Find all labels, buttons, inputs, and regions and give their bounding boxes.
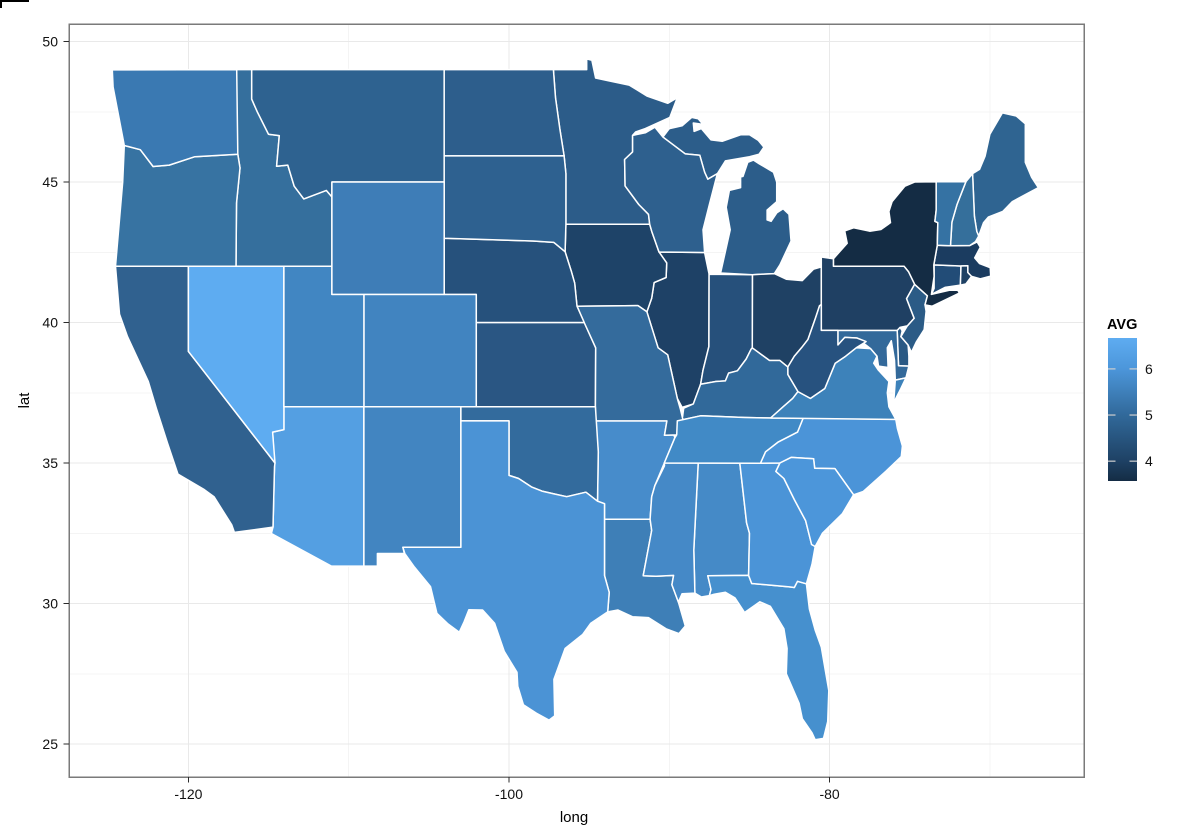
legend-tick-label-6: 6	[1145, 361, 1153, 377]
x-tick-label--100: -100	[495, 786, 523, 802]
state-maine	[971, 112, 1040, 237]
state-oregon	[114, 144, 241, 268]
state-wyoming	[331, 181, 445, 296]
state-pennsylvania	[820, 256, 916, 332]
state-virginia	[769, 347, 897, 421]
screenshot-edge-artifact-left	[0, 0, 2, 8]
y-tick-label-35: 35	[42, 455, 58, 471]
state-arizona	[270, 406, 365, 567]
legend-tick-label-4: 4	[1145, 453, 1153, 469]
state-south-dakota	[443, 155, 567, 253]
state-colorado	[363, 293, 478, 408]
state-vermont	[934, 180, 967, 247]
y-tick-label-45: 45	[42, 174, 58, 190]
state-west-virginia	[787, 303, 867, 400]
y-axis: 25 30 35 40 45 50	[42, 34, 69, 752]
plot-panel	[68, 23, 1085, 778]
legend-gradient-bar	[1108, 338, 1137, 481]
x-axis-title: long	[560, 809, 588, 826]
state-florida	[707, 574, 830, 741]
x-tick-label--80: -80	[819, 786, 839, 802]
legend-avg: AVG 6 5 4	[1107, 317, 1153, 481]
state-south-carolina	[775, 456, 855, 548]
state-wisconsin	[623, 126, 719, 254]
state-texas	[402, 420, 610, 721]
y-tick-label-30: 30	[42, 596, 58, 612]
legend-title: AVG	[1107, 317, 1137, 333]
legend-ticks: 6 5 4	[1108, 361, 1153, 469]
state-virginia-part2	[892, 377, 907, 404]
us-states-map	[111, 58, 1040, 741]
y-tick-label-25: 25	[42, 736, 58, 752]
state-rhode-island	[959, 264, 973, 286]
state-new-mexico	[363, 406, 462, 567]
state-kansas	[475, 321, 597, 408]
x-tick-label--120: -120	[174, 786, 202, 802]
y-tick-label-40: 40	[42, 315, 58, 331]
state-mississippi	[642, 462, 699, 603]
state-north-dakota	[443, 68, 565, 157]
x-axis: -120 -100 -80	[174, 777, 840, 802]
y-tick-label-50: 50	[42, 34, 58, 50]
state-iowa	[564, 223, 668, 313]
state-washington	[111, 68, 239, 168]
state-michigan	[719, 159, 792, 276]
screenshot-edge-artifact-top	[0, 0, 29, 2]
y-axis-title: lat	[16, 392, 33, 409]
legend-tick-label-5: 5	[1145, 407, 1153, 423]
